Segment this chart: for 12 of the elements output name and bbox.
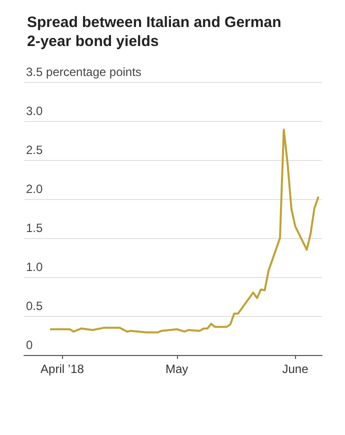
x-tick-label: April ’18 <box>40 362 84 376</box>
y-tick-label: 2.5 <box>26 143 44 157</box>
y-tick-label: 3.5 percentage points <box>26 65 142 79</box>
y-tick-label: 3.0 <box>26 104 44 118</box>
y-tick-label: 0.5 <box>26 299 44 313</box>
y-tick-label: 0 <box>26 338 33 352</box>
chart-title: Spread between Italian and German 2-year bond yields <box>27 14 286 50</box>
y-tick-label: 2.0 <box>26 182 44 196</box>
x-tick-label: May <box>165 362 188 376</box>
y-tick-label: 1.0 <box>26 260 44 274</box>
x-tick-label: June <box>282 362 309 376</box>
y-tick-label: 1.5 <box>26 221 44 235</box>
